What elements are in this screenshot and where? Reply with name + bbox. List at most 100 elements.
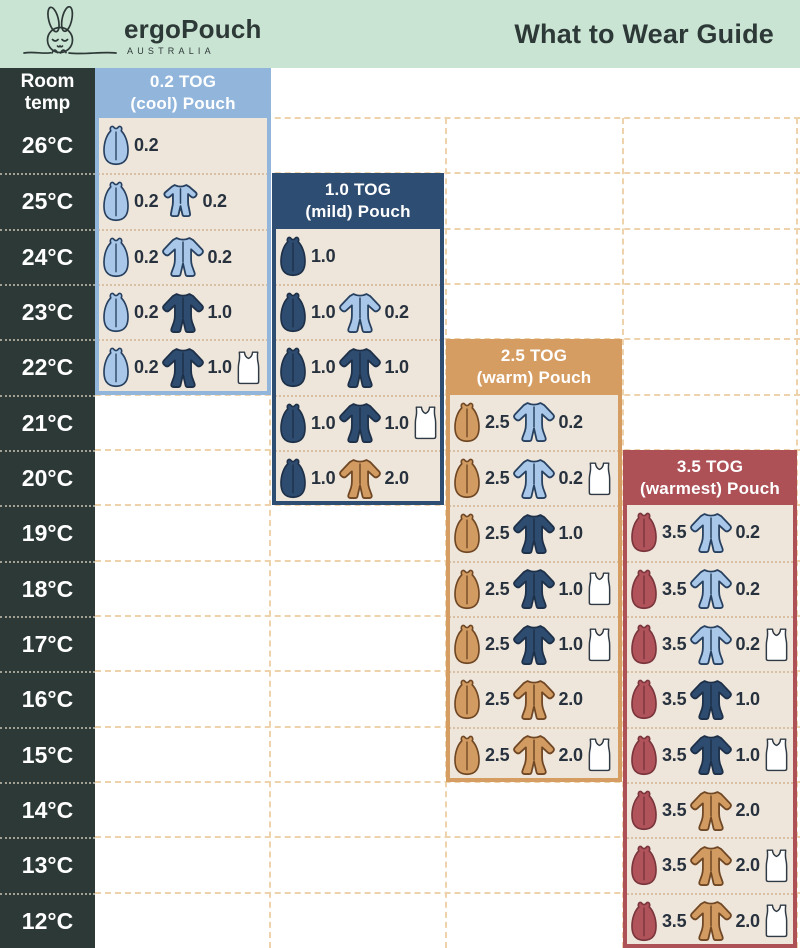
panel-row-19c: 3.5 0.2 (623, 505, 797, 560)
panel-row-13c: 3.5 2.0 (623, 837, 797, 892)
suit-icon (690, 568, 732, 610)
grid-row-line (95, 891, 800, 894)
panel-row-17c: 3.5 0.2 (623, 615, 797, 671)
temp-label-18c: 18°C (0, 560, 95, 616)
pouch-glyph (452, 735, 482, 776)
pouch-glyph (452, 402, 482, 443)
pouch-icon (452, 402, 482, 443)
pouch-glyph (278, 292, 308, 333)
room-temp-header-line2: temp (24, 93, 71, 114)
pouch-glyph (629, 735, 659, 776)
pouch-icon (278, 347, 308, 388)
pouch-glyph (278, 403, 308, 444)
suit-icon (339, 347, 381, 389)
tog-value: 2.5 (485, 634, 510, 655)
panel-title-line1: 3.5 TOG (676, 456, 744, 476)
panel-row-16c: 3.5 1.0 (623, 671, 797, 726)
suit-glyph (690, 790, 732, 832)
panel-header-warm: 2.5 TOG (warm) Pouch (446, 339, 622, 395)
suit-icon (339, 292, 381, 334)
singlet-icon (413, 406, 438, 440)
brand-country: AUSTRALIA (127, 46, 215, 56)
suit-glyph (690, 512, 732, 554)
tog-value: 3.5 (662, 910, 687, 931)
pouch-icon (629, 845, 659, 886)
pouch-icon (629, 901, 659, 942)
singlet-glyph (587, 738, 612, 772)
pouch-icon (101, 237, 131, 278)
temp-label-14c: 14°C (0, 781, 95, 837)
pouch-glyph (629, 790, 659, 831)
tog-value: 3.5 (662, 522, 687, 543)
tog-value: 3.5 (662, 578, 687, 599)
temp-label-22c: 22°C (0, 339, 95, 394)
suit-glyph (690, 845, 732, 887)
pouch-icon (629, 569, 659, 610)
brand-name: ergoPouch (124, 14, 262, 44)
panel-header-mild: 1.0 TOG (mild) Pouch (272, 173, 444, 229)
suit-icon (513, 624, 555, 666)
page-title: What to Wear Guide (514, 18, 774, 49)
panel-title-line1: 2.5 TOG (500, 345, 568, 365)
grid-row-line (95, 781, 800, 783)
suit-glyph (513, 734, 555, 776)
pouch-icon (452, 624, 482, 665)
temp-label-17c: 17°C (0, 615, 95, 671)
tog-value: 3.5 (662, 855, 687, 876)
suit-icon (690, 512, 732, 554)
panel-row-23c: 1.0 0.2 (272, 283, 444, 339)
suit-icon (690, 845, 732, 887)
panel-row-24c: 1.0 (272, 229, 444, 284)
tog-value: 0.2 (134, 135, 159, 156)
panel-row-22c: 0.2 1.0 (95, 339, 271, 394)
tog-value: 2.5 (485, 411, 510, 432)
top-header: ergoPouch AUSTRALIA What to Wear Guide (0, 0, 800, 68)
singlet-icon (236, 351, 261, 385)
tog-value: 2.5 (485, 578, 510, 599)
singlet-icon (764, 628, 789, 662)
tog-value: 2.0 (735, 910, 760, 931)
tog-value: 2.0 (735, 855, 760, 876)
temp-list: 26°C 25°C 24°C 23°C 22°C 21°C 20°C 19°C 18°C 17°C… (0, 118, 95, 948)
temp-label-24c: 24°C (0, 228, 95, 284)
panel-row-24c: 0.2 0.2 (95, 228, 271, 284)
singlet-glyph (587, 462, 612, 496)
pouch-icon (452, 569, 482, 610)
suit-icon (690, 734, 732, 776)
suit-icon (513, 734, 555, 776)
pouch-icon (101, 125, 131, 166)
suit-icon (513, 401, 555, 443)
suit-glyph (513, 679, 555, 721)
tog-value: 0.2 (134, 246, 159, 267)
panel-row-21c: 2.5 0.2 (446, 395, 622, 450)
pouch-glyph (452, 624, 482, 665)
tog-value: 0.2 (202, 191, 227, 212)
brand-text: ergoPouch AUSTRALIA (124, 16, 262, 56)
singlet-glyph (413, 406, 438, 440)
pouch-icon (452, 679, 482, 720)
tog-value: 1.0 (735, 689, 760, 710)
temp-label-12c: 12°C (0, 892, 95, 948)
temp-label-19c: 19°C (0, 505, 95, 560)
panel-row-20c: 1.0 2.0 (272, 449, 444, 505)
panel-row-15c: 2.5 2.0 (446, 726, 622, 782)
panel-header-cool: 0.2 TOG (cool) Pouch (95, 68, 271, 118)
suit-glyph (513, 458, 555, 500)
singlet-icon (587, 738, 612, 772)
tog-value: 1.0 (207, 357, 232, 378)
panel-row-12c: 3.5 2.0 (623, 892, 797, 948)
pouch-glyph (452, 458, 482, 499)
tog-value: 1.0 (311, 468, 336, 489)
tog-value: 1.0 (558, 578, 583, 599)
temp-label-20c: 20°C (0, 449, 95, 505)
tog-value: 1.0 (384, 412, 409, 433)
tog-value: 0.2 (558, 468, 583, 489)
suit-icon (513, 679, 555, 721)
temp-label-23c: 23°C (0, 283, 95, 339)
panel-title-line2: (mild) Pouch (305, 201, 411, 221)
pouch-glyph (629, 679, 659, 720)
singlet-icon (764, 904, 789, 938)
singlet-icon (764, 849, 789, 883)
tog-value: 0.2 (735, 522, 760, 543)
tog-value: 0.2 (207, 246, 232, 267)
